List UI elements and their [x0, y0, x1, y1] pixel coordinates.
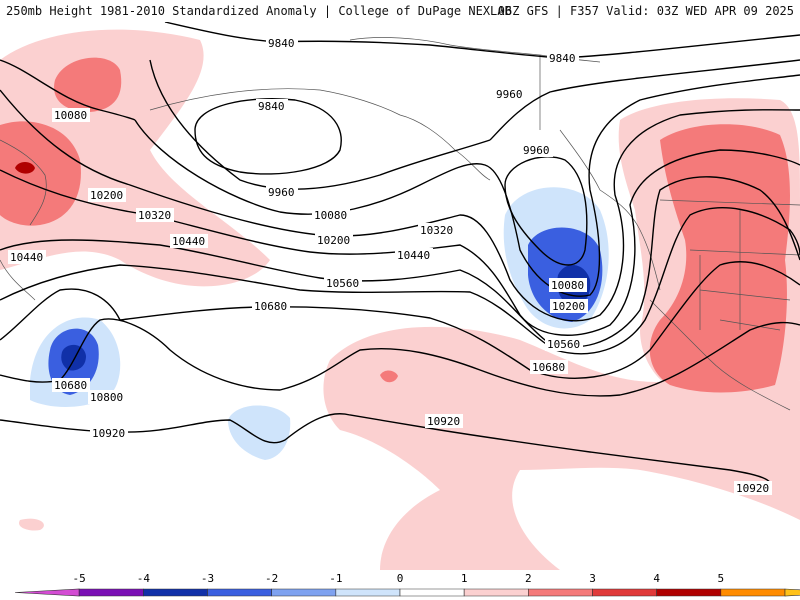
positive-anomaly-strong-spot	[15, 162, 35, 174]
legend-color-segment	[143, 588, 208, 597]
legend-tick-label: 5	[718, 572, 725, 585]
map-header: 250mb Height 1981-2010 Standardized Anom…	[0, 0, 800, 22]
contour-9960-trough	[504, 156, 588, 266]
legend-color-segment	[463, 588, 529, 597]
contour-10080-west	[0, 59, 136, 121]
legend-color-segment	[335, 588, 401, 597]
legend-color-segment	[656, 588, 722, 597]
contour-label: 10920	[736, 482, 769, 495]
contour-label: 10200	[317, 234, 350, 247]
legend-color-segment	[271, 588, 337, 597]
contour-label: 10440	[10, 251, 43, 264]
positive-anomaly-mid-pacific	[380, 370, 398, 383]
contour-label: 9840	[549, 52, 576, 65]
contour-label: 10200	[90, 189, 123, 202]
contour-label: 9960	[496, 88, 523, 101]
contour-label: 9960	[523, 144, 550, 157]
contour-labels: 9840 9840 9840 9960 9960 9960 10080 1008…	[8, 36, 772, 495]
legend-tick-label: 3	[589, 572, 596, 585]
contour-10080-trough	[134, 74, 800, 297]
legend-tick-label: -3	[201, 572, 214, 585]
contour-10920-main	[0, 413, 772, 489]
contour-10560-main	[0, 207, 800, 355]
contour-label: 10080	[551, 279, 584, 292]
legend-tick-label: 1	[461, 572, 468, 585]
contour-10200-main	[0, 89, 800, 322]
contour-label: 10080	[54, 109, 87, 122]
negative-anomaly-light-central	[228, 405, 291, 460]
legend-tick-label: 4	[653, 572, 660, 585]
contour-label: 10560	[547, 338, 580, 351]
legend-tick-labels: -5 -4 -3 -2 -1 0 1 2 3 4 5	[73, 572, 725, 585]
contour-label: 10440	[172, 235, 205, 248]
positive-anomaly-light-sw	[19, 518, 44, 531]
contour-label: 10920	[92, 427, 125, 440]
legend-color-bar	[14, 588, 800, 597]
contour-label: 9840	[258, 100, 285, 113]
contour-10440-main	[0, 176, 800, 348]
contour-label: 10680	[54, 379, 87, 392]
anomaly-color-legend: -5 -4 -3 -2 -1 0 1 2 3 4 5	[14, 572, 800, 597]
contour-9960-north	[149, 59, 491, 190]
legend-tick-label: 0	[397, 572, 404, 585]
model-run-info: 06Z GFS | F357 Valid: 03Z WED APR 09 202…	[497, 4, 794, 18]
legend-color-segment	[207, 588, 272, 597]
contour-label: 10800	[90, 391, 123, 404]
contour-label: 10440	[397, 249, 430, 262]
contour-label: 10560	[326, 277, 359, 290]
height-contours	[0, 22, 800, 489]
negative-anomaly-deep-west	[61, 344, 86, 371]
legend-color-segment	[528, 588, 593, 597]
legend-tick-label: -1	[329, 572, 342, 585]
legend-color-segment	[399, 588, 465, 597]
contour-label: 10680	[254, 300, 287, 313]
contour-label: 10320	[420, 224, 453, 237]
legend-color-segment	[78, 588, 144, 597]
map-title: 250mb Height 1981-2010 Standardized Anom…	[6, 4, 512, 18]
contour-10800-main	[0, 318, 800, 397]
contour-label: 10920	[427, 415, 460, 428]
legend-color-segment	[784, 588, 800, 597]
legend-color-segment	[14, 588, 80, 597]
legend-tick-label: -2	[265, 572, 278, 585]
legend-tick-label: -4	[137, 572, 151, 585]
contour-label: 10320	[138, 209, 171, 222]
legend-color-segment	[720, 588, 786, 597]
legend-color-segment	[592, 588, 657, 597]
contour-10320-main	[0, 149, 800, 336]
positive-anomaly-mid-east	[649, 124, 790, 393]
contour-label: 10080	[314, 209, 347, 222]
contour-label: 10680	[532, 361, 565, 374]
legend-tick-label: -5	[73, 572, 86, 585]
contour-label: 9840	[268, 37, 295, 50]
legend-tick-label: 2	[525, 572, 532, 585]
contour-9840-north	[164, 22, 800, 59]
contour-label: 10200	[552, 300, 585, 313]
contour-label: 9960	[268, 186, 295, 199]
positive-anomaly-mid-nw2	[0, 121, 81, 226]
contour-9960-ne	[489, 59, 800, 141]
contour-10680-main	[0, 261, 800, 379]
anomaly-shading	[0, 29, 800, 570]
height-anomaly-map: 9840 9840 9840 9960 9960 9960 10080 1008…	[0, 22, 800, 570]
